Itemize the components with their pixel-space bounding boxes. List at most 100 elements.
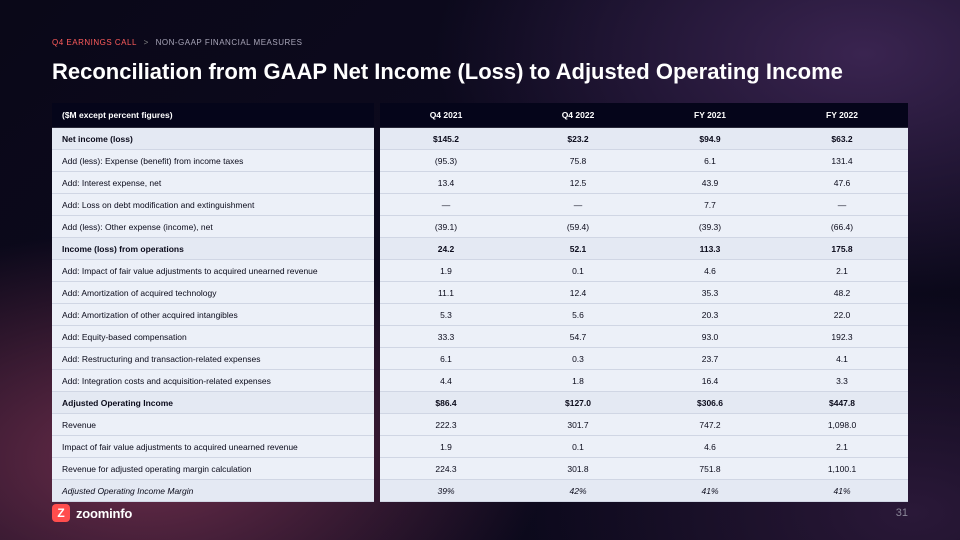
cell-value: 93.0 bbox=[644, 326, 776, 348]
row-label: Add: Loss on debt modification and extin… bbox=[52, 194, 374, 216]
table-row: Adjusted Operating Income Margin bbox=[52, 480, 374, 502]
cell-value: — bbox=[776, 194, 908, 216]
table-row: Impact of fair value adjustments to acqu… bbox=[52, 436, 374, 458]
breadcrumb-sep: > bbox=[144, 38, 149, 47]
cell-value: $306.6 bbox=[644, 392, 776, 414]
row-label: Add: Amortization of acquired technology bbox=[52, 282, 374, 304]
table-row: 39%42%41%41% bbox=[380, 480, 908, 502]
cell-value: 13.4 bbox=[380, 172, 512, 194]
table-row: 1.90.14.62.1 bbox=[380, 436, 908, 458]
table-row: 13.412.543.947.6 bbox=[380, 172, 908, 194]
cell-value: 6.1 bbox=[644, 150, 776, 172]
cell-value: $63.2 bbox=[776, 128, 908, 150]
table-row: 222.3301.7747.21,098.0 bbox=[380, 414, 908, 436]
row-label: Add: Amortization of other acquired inta… bbox=[52, 304, 374, 326]
cell-value: 4.6 bbox=[644, 436, 776, 458]
cell-value: 4.1 bbox=[776, 348, 908, 370]
cell-value: 224.3 bbox=[380, 458, 512, 480]
cell-value: (39.1) bbox=[380, 216, 512, 238]
cell-value: 2.1 bbox=[776, 436, 908, 458]
row-label: Add: Impact of fair value adjustments to… bbox=[52, 260, 374, 282]
cell-value: 0.1 bbox=[512, 260, 644, 282]
column-header: Q4 2022 bbox=[512, 103, 644, 128]
column-header: FY 2021 bbox=[644, 103, 776, 128]
cell-value: 5.6 bbox=[512, 304, 644, 326]
row-label: Net income (loss) bbox=[52, 128, 374, 150]
cell-value: (59.4) bbox=[512, 216, 644, 238]
table-row: Add: Impact of fair value adjustments to… bbox=[52, 260, 374, 282]
row-label: Impact of fair value adjustments to acqu… bbox=[52, 436, 374, 458]
cell-value: 175.8 bbox=[776, 238, 908, 260]
cell-value: $23.2 bbox=[512, 128, 644, 150]
table-row: 24.252.1113.3175.8 bbox=[380, 238, 908, 260]
row-label: Adjusted Operating Income bbox=[52, 392, 374, 414]
table-row: ——7.7— bbox=[380, 194, 908, 216]
cell-value: 23.7 bbox=[644, 348, 776, 370]
table-row: Revenue for adjusted operating margin ca… bbox=[52, 458, 374, 480]
breadcrumb-part2: NON-GAAP FINANCIAL MEASURES bbox=[156, 38, 303, 47]
table-data: Q4 2021Q4 2022FY 2021FY 2022 $145.2$23.2… bbox=[380, 103, 908, 502]
table-row: Add: Amortization of other acquired inta… bbox=[52, 304, 374, 326]
cell-value: — bbox=[512, 194, 644, 216]
page-title: Reconciliation from GAAP Net Income (Los… bbox=[52, 59, 908, 85]
breadcrumb-part1: Q4 EARNINGS CALL bbox=[52, 38, 137, 47]
footer: Z zoominfo 31 bbox=[52, 504, 908, 522]
cell-value: 42% bbox=[512, 480, 644, 502]
table-row: 6.10.323.74.1 bbox=[380, 348, 908, 370]
table-row: Add: Interest expense, net bbox=[52, 172, 374, 194]
cell-value: 1,098.0 bbox=[776, 414, 908, 436]
cell-value: 4.4 bbox=[380, 370, 512, 392]
cell-value: 12.5 bbox=[512, 172, 644, 194]
cell-value: $447.8 bbox=[776, 392, 908, 414]
row-label: Add: Equity-based compensation bbox=[52, 326, 374, 348]
cell-value: (95.3) bbox=[380, 150, 512, 172]
cell-value: 75.8 bbox=[512, 150, 644, 172]
table-row: $145.2$23.2$94.9$63.2 bbox=[380, 128, 908, 150]
table-row: (95.3)75.86.1131.4 bbox=[380, 150, 908, 172]
row-label: Add (less): Other expense (income), net bbox=[52, 216, 374, 238]
cell-value: 39% bbox=[380, 480, 512, 502]
cell-value: 24.2 bbox=[380, 238, 512, 260]
table-row: Adjusted Operating Income bbox=[52, 392, 374, 414]
cell-value: 1.9 bbox=[380, 436, 512, 458]
cell-value: 192.3 bbox=[776, 326, 908, 348]
cell-value: 301.8 bbox=[512, 458, 644, 480]
cell-value: 1,100.1 bbox=[776, 458, 908, 480]
column-header: FY 2022 bbox=[776, 103, 908, 128]
cell-value: 222.3 bbox=[380, 414, 512, 436]
table-row: $86.4$127.0$306.6$447.8 bbox=[380, 392, 908, 414]
table-row: 1.90.14.62.1 bbox=[380, 260, 908, 282]
row-label: Add (less): Expense (benefit) from incom… bbox=[52, 150, 374, 172]
logo-mark-icon: Z bbox=[52, 504, 70, 522]
cell-value: 1.9 bbox=[380, 260, 512, 282]
row-label: Add: Interest expense, net bbox=[52, 172, 374, 194]
cell-value: 16.4 bbox=[644, 370, 776, 392]
cell-value: — bbox=[380, 194, 512, 216]
cell-value: 33.3 bbox=[380, 326, 512, 348]
table-row: 11.112.435.348.2 bbox=[380, 282, 908, 304]
table-row: Add: Restructuring and transaction-relat… bbox=[52, 348, 374, 370]
cell-value: 54.7 bbox=[512, 326, 644, 348]
cell-value: 751.8 bbox=[644, 458, 776, 480]
cell-value: 48.2 bbox=[776, 282, 908, 304]
cell-value: 301.7 bbox=[512, 414, 644, 436]
cell-value: $86.4 bbox=[380, 392, 512, 414]
cell-value: 41% bbox=[776, 480, 908, 502]
cell-value: 47.6 bbox=[776, 172, 908, 194]
table-row: Revenue bbox=[52, 414, 374, 436]
table-row: Add: Integration costs and acquisition-r… bbox=[52, 370, 374, 392]
table-row: (39.1)(59.4)(39.3)(66.4) bbox=[380, 216, 908, 238]
cell-value: 5.3 bbox=[380, 304, 512, 326]
row-label: Adjusted Operating Income Margin bbox=[52, 480, 374, 502]
cell-value: 2.1 bbox=[776, 260, 908, 282]
row-label: Add: Integration costs and acquisition-r… bbox=[52, 370, 374, 392]
cell-value: $127.0 bbox=[512, 392, 644, 414]
cell-value: $94.9 bbox=[644, 128, 776, 150]
table-row: 224.3301.8751.81,100.1 bbox=[380, 458, 908, 480]
cell-value: 52.1 bbox=[512, 238, 644, 260]
cell-value: 41% bbox=[644, 480, 776, 502]
row-label: Revenue bbox=[52, 414, 374, 436]
row-label: Add: Restructuring and transaction-relat… bbox=[52, 348, 374, 370]
table-row: Add: Equity-based compensation bbox=[52, 326, 374, 348]
cell-value: 131.4 bbox=[776, 150, 908, 172]
